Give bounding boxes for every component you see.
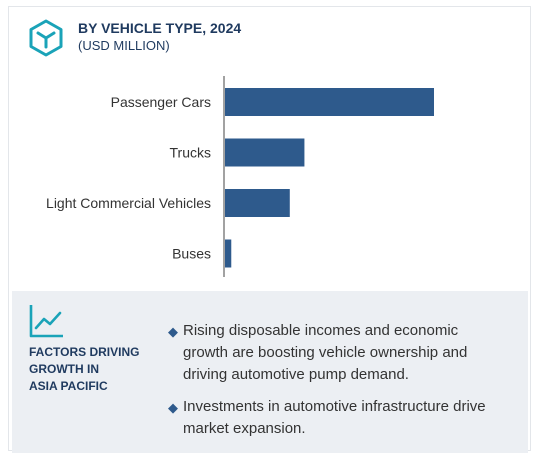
diamond-icon: ◆ (168, 400, 178, 415)
bar-passenger-cars (225, 88, 434, 116)
bar-trucks (225, 138, 305, 167)
bar-buses (225, 239, 232, 268)
bar-light-commercial-vehicles (225, 189, 290, 217)
factors-heading-line: ASIA PACIFIC (29, 379, 108, 393)
factors-heading-line: GROWTH IN (29, 362, 99, 376)
cube-icon (29, 19, 63, 57)
chart-title: BY VEHICLE TYPE, 2024 (78, 20, 242, 36)
diamond-icon: ◆ (168, 324, 178, 339)
chart-subtitle: (USD MILLION) (78, 38, 170, 53)
bar-chart: Passenger Cars Trucks Light Commercial Veh… (46, 76, 434, 277)
category-label: Light Commercial Vehicles (46, 195, 211, 211)
factors-heading-line: FACTORS DRIVING (29, 345, 140, 359)
factor-bullet-text: Rising disposable incomes and economic g… (183, 322, 468, 383)
category-label: Passenger Cars (111, 94, 211, 110)
category-label: Buses (172, 246, 211, 262)
factors-panel: FACTORS DRIVING GROWTH IN ASIA PACIFIC ◆… (12, 291, 528, 453)
trend-line-icon (29, 305, 63, 338)
factor-bullet: ◆ Investments in automotive infrastructu… (168, 396, 498, 440)
factor-bullet-text: Investments in automotive infrastructure… (183, 398, 486, 437)
factor-bullet: ◆ Rising disposable incomes and economic… (168, 320, 498, 386)
category-label: Trucks (170, 145, 211, 161)
factors-heading: FACTORS DRIVING GROWTH IN ASIA PACIFIC (29, 344, 164, 395)
